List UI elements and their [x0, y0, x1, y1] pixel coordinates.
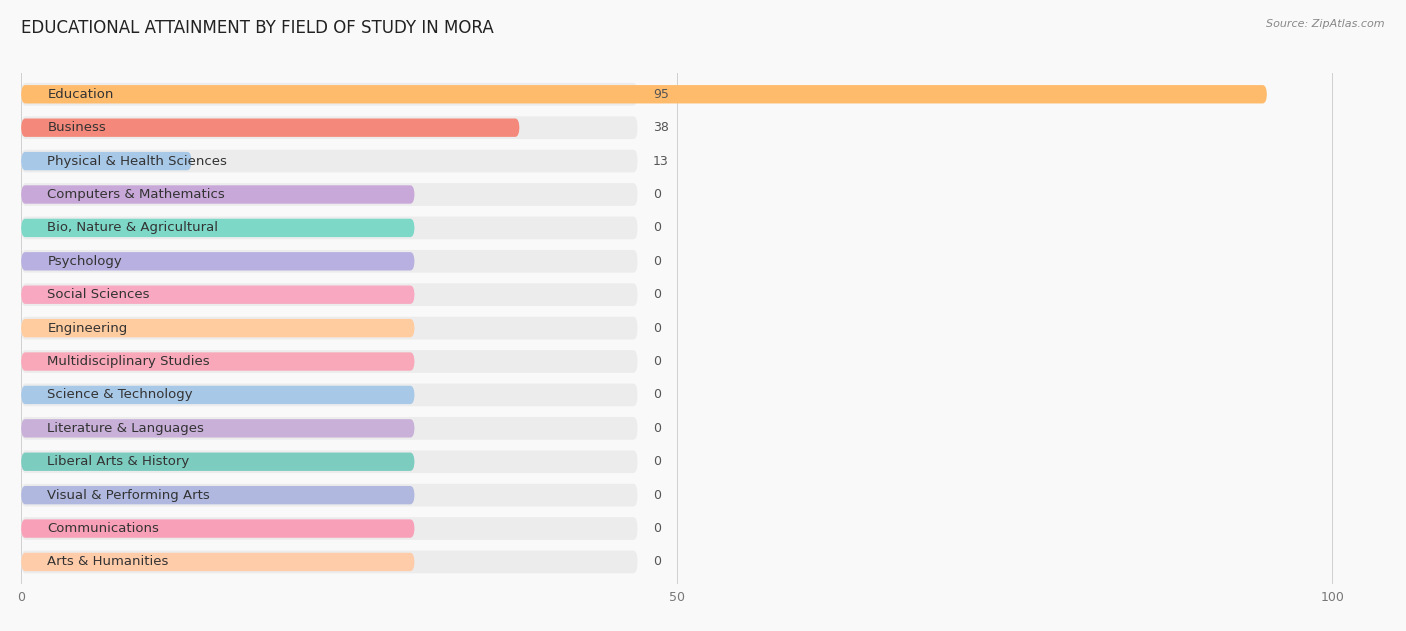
FancyBboxPatch shape — [21, 384, 637, 406]
FancyBboxPatch shape — [21, 352, 415, 370]
Text: 95: 95 — [654, 88, 669, 101]
FancyBboxPatch shape — [21, 119, 519, 137]
Text: 0: 0 — [654, 488, 661, 502]
FancyBboxPatch shape — [21, 317, 637, 339]
Text: Computers & Mathematics: Computers & Mathematics — [48, 188, 225, 201]
FancyBboxPatch shape — [21, 219, 415, 237]
Text: Psychology: Psychology — [48, 255, 122, 268]
FancyBboxPatch shape — [21, 83, 637, 105]
Text: Social Sciences: Social Sciences — [48, 288, 150, 301]
Text: 0: 0 — [654, 221, 661, 234]
Text: 0: 0 — [654, 522, 661, 535]
Text: Multidisciplinary Studies: Multidisciplinary Studies — [48, 355, 209, 368]
FancyBboxPatch shape — [21, 152, 191, 170]
Text: 38: 38 — [654, 121, 669, 134]
Text: Business: Business — [48, 121, 105, 134]
FancyBboxPatch shape — [21, 484, 637, 507]
Text: Visual & Performing Arts: Visual & Performing Arts — [48, 488, 209, 502]
Text: 0: 0 — [654, 455, 661, 468]
FancyBboxPatch shape — [21, 417, 637, 440]
Text: 0: 0 — [654, 555, 661, 569]
FancyBboxPatch shape — [21, 216, 637, 239]
Text: 13: 13 — [654, 155, 669, 168]
Text: Source: ZipAtlas.com: Source: ZipAtlas.com — [1267, 19, 1385, 29]
Text: Literature & Languages: Literature & Languages — [48, 422, 204, 435]
FancyBboxPatch shape — [21, 85, 1267, 103]
Text: 0: 0 — [654, 422, 661, 435]
FancyBboxPatch shape — [21, 150, 637, 172]
Text: 0: 0 — [654, 288, 661, 301]
Text: 0: 0 — [654, 255, 661, 268]
Text: Communications: Communications — [48, 522, 159, 535]
FancyBboxPatch shape — [21, 183, 637, 206]
Text: 0: 0 — [654, 322, 661, 334]
Text: Education: Education — [48, 88, 114, 101]
Text: 0: 0 — [654, 355, 661, 368]
Text: 0: 0 — [654, 188, 661, 201]
FancyBboxPatch shape — [21, 517, 637, 540]
FancyBboxPatch shape — [21, 350, 637, 373]
Text: Physical & Health Sciences: Physical & Health Sciences — [48, 155, 228, 168]
FancyBboxPatch shape — [21, 486, 415, 504]
FancyBboxPatch shape — [21, 419, 415, 437]
FancyBboxPatch shape — [21, 285, 415, 304]
FancyBboxPatch shape — [21, 553, 415, 571]
Text: 0: 0 — [654, 389, 661, 401]
Text: Bio, Nature & Agricultural: Bio, Nature & Agricultural — [48, 221, 218, 234]
FancyBboxPatch shape — [21, 386, 415, 404]
Text: Engineering: Engineering — [48, 322, 128, 334]
Text: Arts & Humanities: Arts & Humanities — [48, 555, 169, 569]
FancyBboxPatch shape — [21, 451, 637, 473]
FancyBboxPatch shape — [21, 452, 415, 471]
FancyBboxPatch shape — [21, 250, 637, 273]
FancyBboxPatch shape — [21, 252, 415, 271]
Text: Liberal Arts & History: Liberal Arts & History — [48, 455, 190, 468]
Text: Science & Technology: Science & Technology — [48, 389, 193, 401]
FancyBboxPatch shape — [21, 319, 415, 338]
Text: EDUCATIONAL ATTAINMENT BY FIELD OF STUDY IN MORA: EDUCATIONAL ATTAINMENT BY FIELD OF STUDY… — [21, 19, 494, 37]
FancyBboxPatch shape — [21, 519, 415, 538]
FancyBboxPatch shape — [21, 116, 637, 139]
FancyBboxPatch shape — [21, 551, 637, 574]
FancyBboxPatch shape — [21, 283, 637, 306]
FancyBboxPatch shape — [21, 186, 415, 204]
